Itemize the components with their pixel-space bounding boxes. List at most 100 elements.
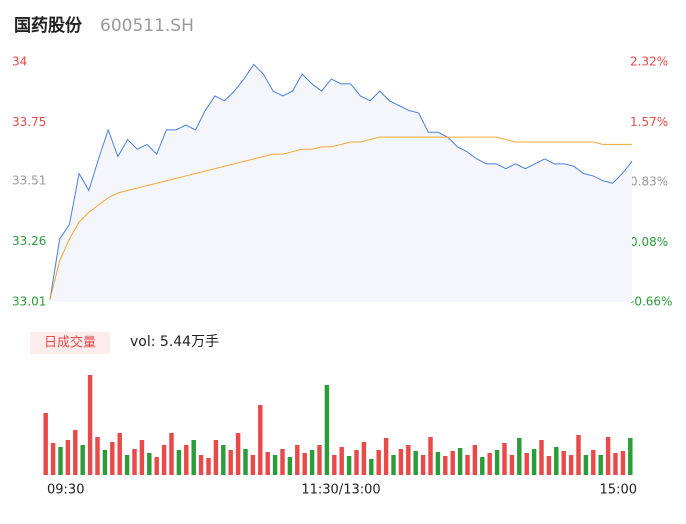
volume-bar	[250, 455, 256, 475]
volume-bar	[235, 433, 241, 475]
volume-bar	[561, 451, 566, 475]
volume-bar	[406, 445, 411, 475]
volume-bar	[472, 445, 478, 475]
volume-bar	[502, 443, 507, 475]
volume-bar	[221, 445, 226, 475]
volume-bar	[568, 455, 574, 475]
volume-bar	[272, 455, 278, 475]
volume-bar	[480, 457, 485, 475]
volume-bar	[531, 449, 537, 475]
volume-bar	[87, 375, 93, 475]
y-tick-label: 34	[12, 55, 27, 69]
volume-bar	[465, 455, 470, 475]
volume-bar	[598, 455, 603, 475]
volume-bar	[73, 430, 78, 475]
volume-bar	[184, 445, 189, 475]
volume-bar	[391, 455, 396, 475]
volume-bar	[132, 449, 137, 475]
x-tick-label: 09:30	[47, 483, 84, 498]
volume-bar	[287, 457, 293, 475]
volume-bar	[206, 458, 211, 475]
volume-bar	[265, 452, 270, 475]
volume-bar	[346, 456, 352, 475]
volume-bar	[161, 445, 167, 475]
volume-bar	[576, 435, 581, 475]
y-tick-label: 33.26	[12, 234, 46, 248]
volume-bar	[198, 455, 204, 475]
volume-bar	[339, 447, 344, 475]
average-line	[49, 136, 632, 300]
volume-bar	[154, 457, 159, 475]
volume-bar	[517, 438, 522, 475]
volume-bar	[450, 451, 455, 475]
volume-bar	[280, 449, 285, 475]
volume-bar	[309, 450, 315, 475]
volume-bar	[398, 449, 404, 475]
volume-bar	[110, 442, 115, 475]
volume-bar	[435, 452, 441, 475]
volume-bar	[50, 443, 56, 475]
volume-bar	[95, 437, 100, 475]
volume-bar	[554, 447, 559, 475]
volume-bar	[147, 453, 152, 475]
x-tick-label: 11:30/13:00	[301, 483, 380, 498]
volume-bar	[302, 453, 307, 475]
volume-bar	[613, 453, 618, 475]
volume-bar	[420, 455, 426, 475]
volume-bar	[191, 440, 196, 475]
y-tick-label: 33.51	[12, 173, 46, 187]
volume-bar	[413, 451, 418, 475]
volume-label-box	[30, 332, 110, 354]
volume-bar	[213, 440, 219, 475]
y2-tick-label: 1.57%	[630, 115, 668, 129]
volume-bar	[361, 442, 367, 475]
volume-bar	[317, 445, 322, 475]
volume-bar	[176, 450, 182, 475]
volume-bar	[295, 445, 300, 475]
volume-summary: vol: 5.44万手	[130, 334, 219, 350]
volume-bar	[443, 456, 448, 475]
volume-bar	[487, 453, 492, 475]
volume-bar	[524, 453, 529, 475]
volume-bar	[139, 440, 145, 475]
volume-bar	[494, 450, 500, 475]
volume-bar	[376, 450, 381, 475]
volume-bar	[369, 459, 374, 475]
volume-bar	[583, 455, 589, 475]
volume-bar	[457, 448, 463, 475]
volume-bar	[546, 456, 552, 475]
stock-code: 600511.SH	[100, 16, 194, 36]
volume-bar	[383, 438, 389, 475]
volume-bar	[43, 413, 48, 475]
volume-bar	[124, 455, 130, 475]
volume-bar	[65, 440, 71, 475]
volume-bar	[539, 440, 544, 475]
y-tick-label: 33.01	[12, 295, 46, 309]
y2-tick-label: 0.08%	[630, 235, 668, 249]
y-tick-label: 33.75	[12, 115, 46, 129]
volume-bar	[169, 433, 174, 475]
volume-bar	[605, 437, 611, 475]
volume-bar	[620, 451, 626, 475]
volume-bar	[509, 455, 515, 475]
x-tick-label: 15:00	[600, 483, 637, 498]
stock-name: 国药股份	[14, 15, 83, 36]
y2-tick-label: 0.83%	[630, 175, 668, 189]
volume-bar	[332, 455, 337, 475]
volume-bar	[102, 450, 108, 475]
price-line	[49, 63, 633, 300]
volume-bar	[80, 445, 85, 475]
price-area	[50, 64, 632, 302]
volume-bar	[628, 438, 633, 475]
volume-bar	[324, 385, 330, 475]
volume-bar	[591, 450, 596, 475]
y2-tick-label: 2.32%	[630, 55, 668, 69]
volume-bar	[58, 447, 63, 475]
volume-bar	[228, 450, 233, 475]
volume-bar	[258, 405, 263, 475]
y2-tick-label: -0.66%	[630, 295, 672, 309]
volume-bar	[117, 433, 122, 475]
volume-bar	[428, 437, 433, 475]
volume-label: 日成交量	[44, 335, 96, 351]
